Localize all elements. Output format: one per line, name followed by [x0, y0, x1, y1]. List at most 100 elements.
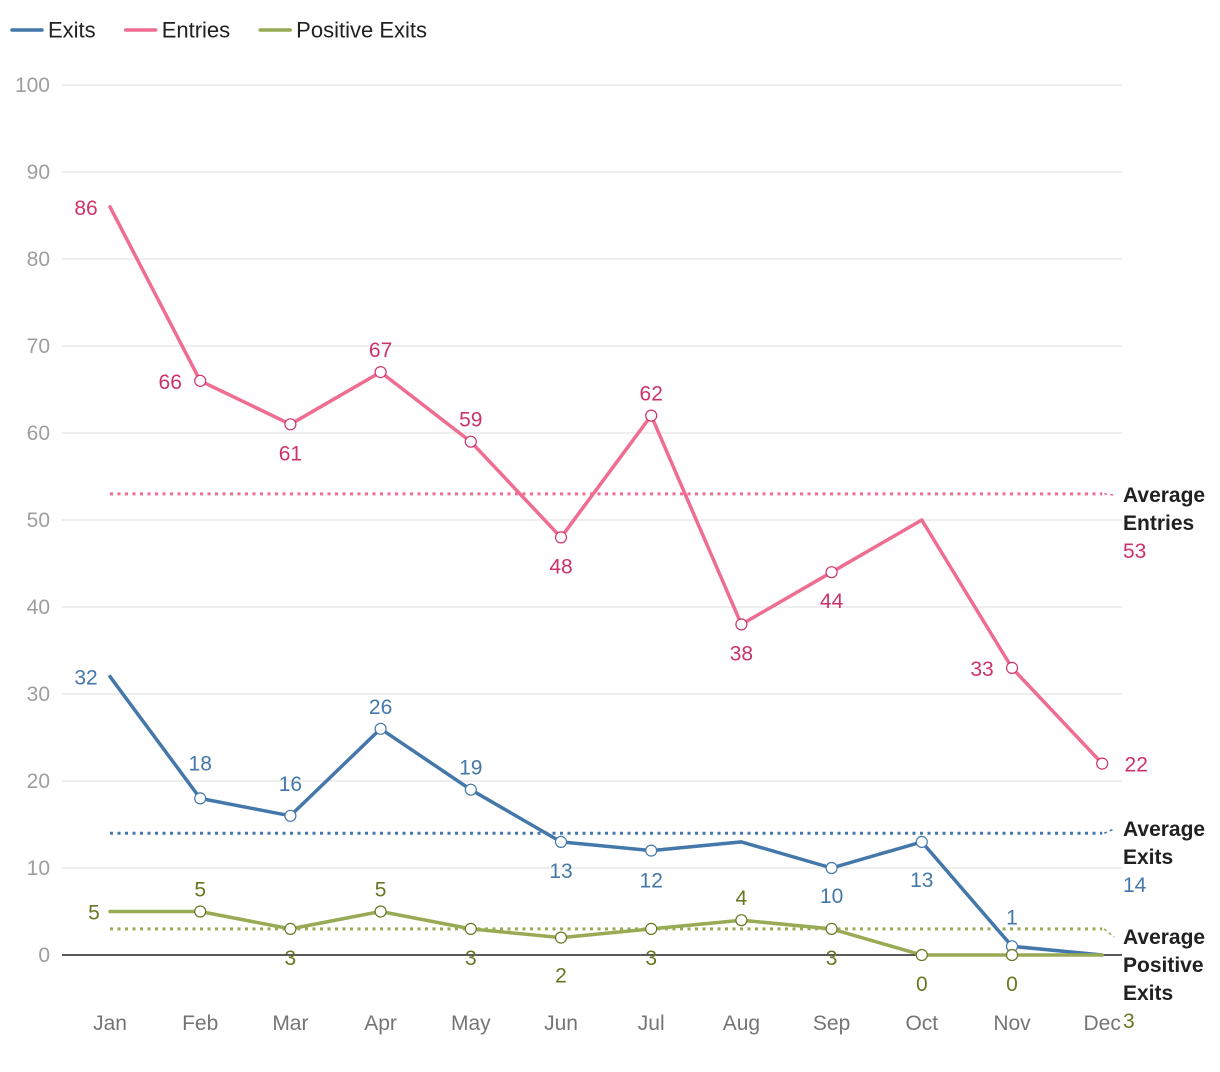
data-label-exits: 13	[549, 860, 572, 883]
data-label-positive-exits: 3	[645, 947, 657, 970]
data-label-exits: 13	[910, 869, 933, 892]
x-tick-label-aug: Aug	[723, 1012, 760, 1035]
x-tick-label-sep: Sep	[813, 1012, 850, 1035]
data-point-entries	[374, 366, 387, 379]
y-tick-label: 50	[27, 509, 50, 532]
data-point-exits	[554, 835, 568, 849]
average-value-exits: 14	[1123, 874, 1147, 897]
legend-label-exits: Exits	[48, 18, 96, 43]
y-gridlines	[62, 84, 1122, 956]
data-label-entries: 66	[159, 371, 182, 394]
data-label-positive-exits: 0	[916, 973, 928, 996]
y-tick-label: 60	[27, 422, 50, 445]
series-line-positive-exits	[108, 909, 1104, 957]
data-label-entries: 59	[459, 409, 482, 432]
data-label-entries: 61	[279, 442, 302, 465]
average-label-exits: Exits	[1123, 846, 1173, 869]
average-label-entries: Entries	[1123, 512, 1194, 535]
data-point-exits	[825, 861, 838, 875]
x-tick-label-oct: Oct	[905, 1012, 938, 1035]
average-leader-entries	[1104, 493, 1115, 496]
data-point-exits	[374, 722, 387, 735]
data-label-exits: 26	[369, 696, 392, 719]
data-point-exits	[645, 844, 658, 857]
data-label-positive-exits: 3	[285, 947, 297, 970]
x-tick-label-jun: Jun	[544, 1012, 578, 1035]
series-line-entries	[108, 205, 1104, 766]
y-tick-label: 40	[27, 596, 50, 619]
y-tick-label: 100	[15, 74, 50, 97]
y-tick-label: 30	[27, 683, 50, 706]
data-label-exits: 18	[189, 752, 212, 775]
data-label-positive-exits: 2	[555, 965, 567, 988]
data-label-exits: 12	[640, 870, 663, 893]
x-tick-label-jan: Jan	[93, 1012, 127, 1035]
y-tick-label: 0	[38, 944, 50, 967]
data-label-entries: 86	[74, 197, 97, 220]
average-label-entries: Average	[1123, 484, 1205, 507]
data-point-entries	[1096, 757, 1109, 770]
data-label-entries: 38	[730, 642, 753, 665]
y-tick-label: 80	[27, 248, 50, 271]
data-point-entries	[735, 618, 748, 631]
data-point-exits	[194, 792, 207, 805]
average-label-positive-exits: Exits	[1123, 982, 1173, 1005]
x-tick-label-jul: Jul	[638, 1012, 665, 1035]
data-label-positive-exits: 3	[465, 947, 477, 970]
data-point-exits	[464, 783, 477, 796]
data-point-exits	[915, 835, 928, 849]
average-lines: AverageExits14AverageEntries53AveragePos…	[110, 484, 1205, 1033]
data-point-entries	[554, 531, 568, 544]
data-point-entries	[284, 418, 297, 431]
data-point-positive-exits	[284, 922, 297, 936]
x-tick-label-may: May	[451, 1012, 491, 1035]
data-label-entries: 44	[820, 590, 844, 613]
y-tick-label: 20	[27, 770, 50, 793]
data-point-entries	[645, 409, 658, 422]
average-leader-exits	[1103, 828, 1115, 834]
average-label-positive-exits: Positive	[1123, 954, 1204, 977]
series-line-exits	[108, 674, 1104, 957]
y-axis-ticks: 0 10 20 30 40 50 60 70 80 90 100	[15, 74, 50, 967]
data-point-positive-exits	[194, 905, 207, 918]
x-tick-label-feb: Feb	[182, 1012, 218, 1035]
average-label-positive-exits: Average	[1123, 926, 1205, 949]
data-label-positive-exits: 4	[736, 887, 748, 910]
data-point-positive-exits	[1005, 948, 1019, 962]
series-lines	[108, 205, 1109, 962]
y-tick-label: 70	[27, 335, 50, 358]
data-label-positive-exits: 5	[88, 902, 100, 925]
data-label-exits: 1	[1006, 906, 1018, 929]
data-point-positive-exits	[464, 922, 477, 936]
data-point-entries	[464, 435, 477, 448]
data-point-entries	[194, 374, 207, 387]
data-label-entries: 48	[549, 555, 572, 578]
data-point-positive-exits	[915, 948, 928, 962]
data-label-exits: 10	[820, 885, 843, 908]
data-label-exits: 32	[74, 667, 97, 690]
data-label-exits: 16	[279, 773, 302, 796]
data-point-positive-exits	[374, 905, 387, 918]
data-label-positive-exits: 0	[1006, 973, 1018, 996]
legend-label-entries: Entries	[162, 18, 230, 43]
data-label-entries: 33	[970, 658, 993, 681]
data-point-positive-exits	[645, 922, 658, 936]
data-label-exits: 19	[459, 757, 482, 780]
x-tick-label-dec: Dec	[1084, 1012, 1121, 1035]
data-point-exits	[284, 809, 297, 822]
average-leader-positive-exits	[1103, 928, 1115, 938]
data-point-positive-exits	[554, 931, 568, 944]
x-tick-label-nov: Nov	[993, 1012, 1031, 1035]
legend-label-positive-exits: Positive Exits	[296, 18, 427, 43]
x-axis-ticks: Jan Feb Mar Apr May Jun Jul Aug Sep Oct Nov Dec	[93, 1012, 1121, 1035]
average-label-exits: Average	[1123, 818, 1205, 841]
data-label-positive-exits: 3	[826, 947, 838, 970]
data-label-entries: 67	[369, 339, 392, 362]
data-point-positive-exits	[735, 914, 748, 927]
data-label-positive-exits: 5	[375, 879, 387, 902]
y-tick-label: 10	[27, 857, 50, 880]
data-label-positive-exits: 5	[194, 879, 206, 902]
data-label-entries: 62	[640, 383, 663, 406]
